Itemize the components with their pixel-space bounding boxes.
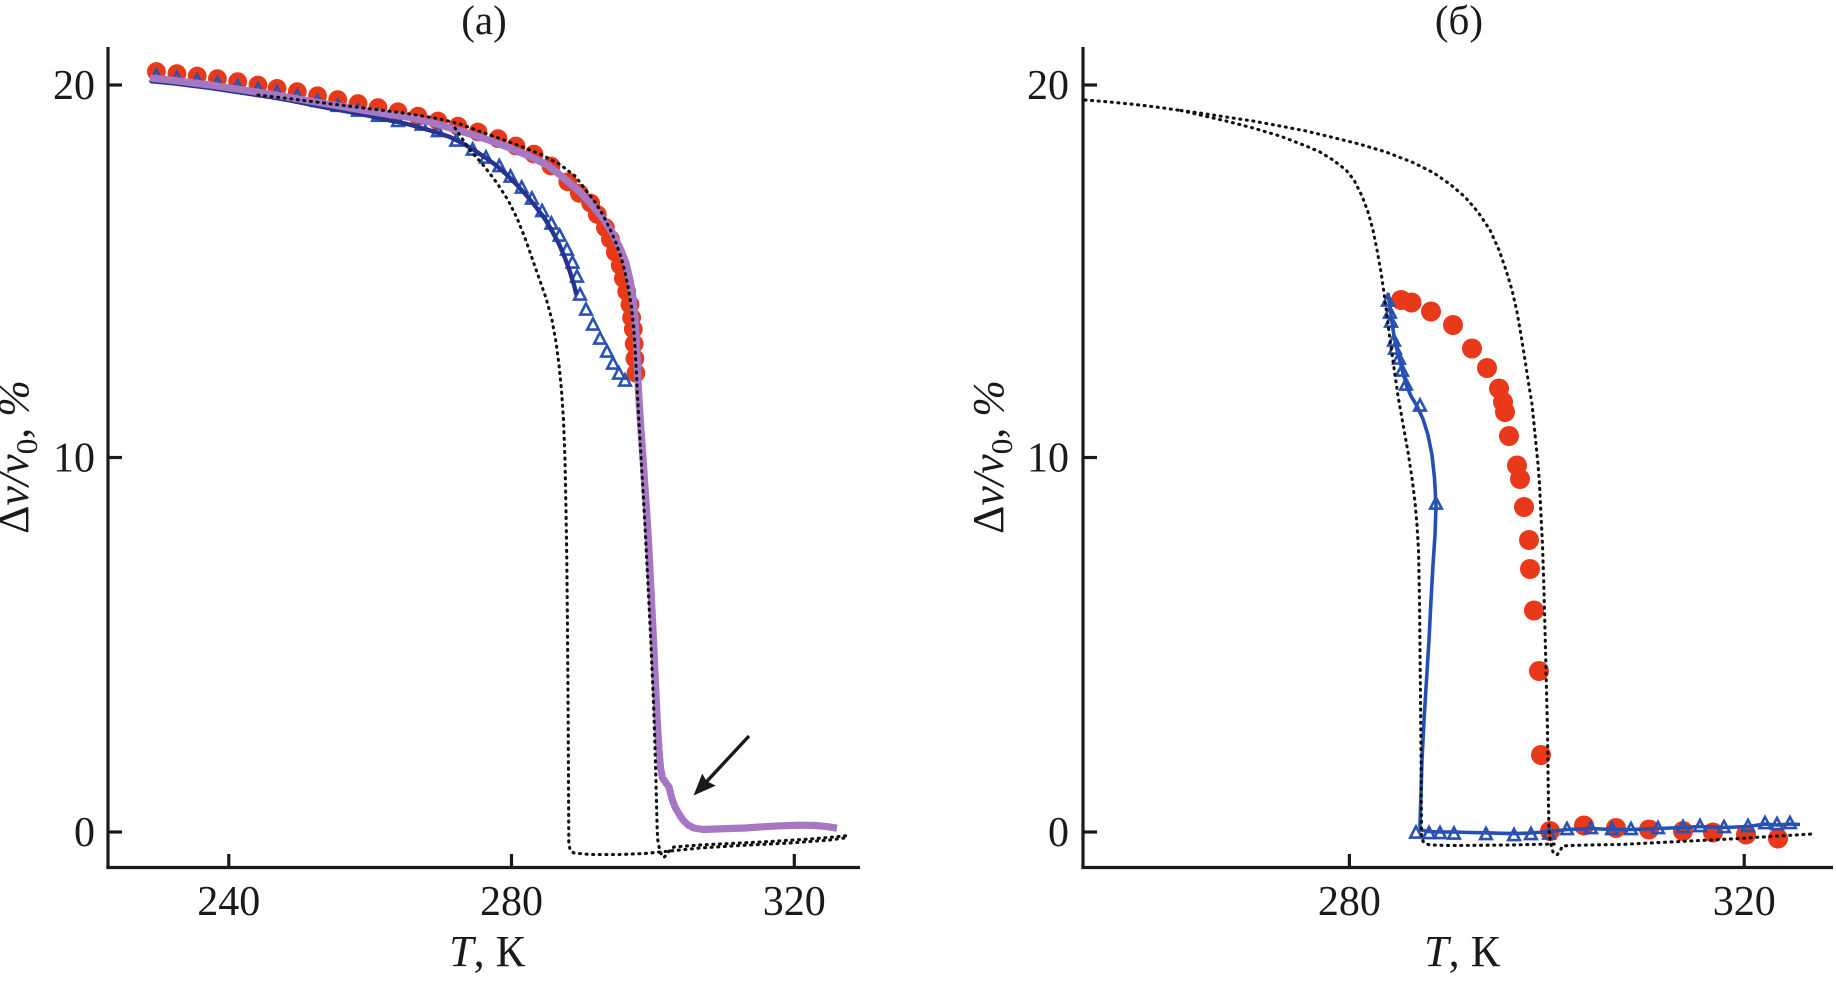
svg-text:T, К: T, К bbox=[449, 927, 525, 976]
svg-text:(а): (а) bbox=[461, 0, 507, 43]
svg-text:Δv/v0, %: Δv/v0, % bbox=[964, 380, 1019, 534]
svg-text:Δv/v0, %: Δv/v0, % bbox=[0, 380, 44, 534]
svg-text:320: 320 bbox=[1713, 879, 1776, 925]
svg-text:(б): (б) bbox=[1435, 0, 1483, 43]
svg-text:10: 10 bbox=[53, 436, 95, 482]
svg-text:T, К: T, К bbox=[1424, 927, 1500, 976]
svg-text:280: 280 bbox=[1318, 879, 1381, 925]
svg-text:10: 10 bbox=[1027, 436, 1069, 482]
svg-text:0: 0 bbox=[1048, 810, 1069, 856]
svg-text:280: 280 bbox=[480, 879, 543, 925]
svg-text:20: 20 bbox=[1027, 63, 1069, 109]
svg-text:240: 240 bbox=[197, 879, 260, 925]
svg-text:320: 320 bbox=[763, 879, 826, 925]
svg-text:0: 0 bbox=[74, 810, 95, 856]
svg-text:20: 20 bbox=[53, 63, 95, 109]
